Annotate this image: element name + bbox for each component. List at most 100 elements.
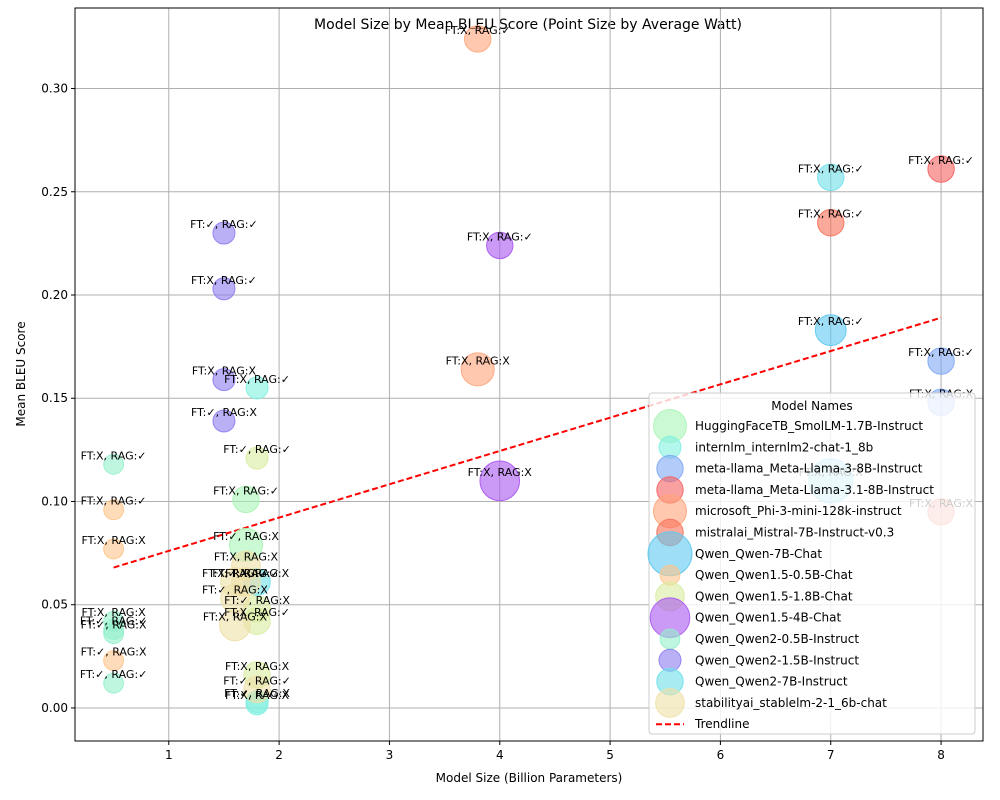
data-point-label: FT:✓, RAG:✓ (190, 218, 258, 231)
data-point (243, 675, 271, 704)
data-point-label: FT:✓, RAG:X (224, 687, 290, 700)
data-point-label: FT:X, RAG:✓ (467, 230, 533, 243)
y-tick-label: 0.25 (41, 185, 68, 199)
chart-title: Model Size by Mean BLEU Score (Point Siz… (314, 17, 742, 33)
data-point (479, 460, 521, 502)
legend-box (648, 392, 976, 735)
legend-entry-label: Qwen_Qwen2-0.5B-Instruct (695, 632, 859, 646)
y-tick-label: 0.30 (41, 82, 68, 96)
data-point (212, 277, 236, 301)
legend-marker (659, 628, 681, 650)
legend-entry-label: Qwen_Qwen1.5-4B-Chat (695, 611, 841, 625)
data-point (103, 672, 125, 694)
legend-entry-label: internlm_internlm2-chat-1_8b (695, 440, 873, 454)
data-point (463, 25, 492, 53)
legend-entry-label: mistralai_Mistral-7B-Instruct-v0.3 (695, 526, 894, 540)
legend-entry-label: Qwen_Qwen1.5-1.8B-Chat (695, 589, 853, 603)
legend-title: Model Names (771, 399, 853, 413)
trendline-layer (113, 316, 942, 569)
y-tick-label: 0.00 (41, 701, 68, 715)
data-point-label: FT:X, RAG:X (203, 610, 268, 623)
data-point (103, 453, 125, 475)
data-point-label: FT:✓, RAG:X (213, 530, 279, 543)
data-point (212, 368, 236, 392)
data-point (212, 409, 236, 433)
legend-entry-label: meta-llama_Meta-Llama-3.1-8B-Instruct (695, 483, 934, 497)
data-point (103, 623, 125, 645)
legend-entry-label: Qwen_Qwen1.5-0.5B-Chat (695, 568, 853, 582)
data-point (460, 352, 495, 387)
x-tick-label: 3 (386, 748, 394, 762)
y-axis-ticks: 0.00 0.05 0.10 0.15 0.20 0.25 0.30 (41, 82, 75, 715)
x-tick-label: 7 (827, 748, 835, 762)
y-tick-label: 0.05 (41, 598, 68, 612)
legend-marker (655, 688, 685, 718)
x-tick-label: 8 (937, 748, 945, 762)
y-axis-label: Mean BLEU Score (14, 321, 28, 426)
data-point (814, 314, 847, 347)
data-point-label: FT:✓, RAG:X (81, 645, 147, 658)
x-tick-label: 4 (496, 748, 504, 762)
data-point (219, 609, 251, 642)
x-tick-label: 2 (275, 748, 283, 762)
legend-entry-label: Qwen_Qwen2-1.5B-Instruct (695, 653, 859, 667)
legend-entry-label: microsoft_Phi-3-mini-128k-instruct (695, 504, 902, 518)
x-axis-ticks: 1 2 3 4 5 6 7 8 (165, 741, 945, 762)
data-point-label: FT:X, RAG:✓ (81, 449, 147, 462)
data-point-label: FT:X, RAG:X (468, 466, 533, 479)
data-point (103, 499, 125, 521)
legend-entry-label: Qwen_Qwen2-7B-Instruct (695, 675, 848, 689)
data-point-label: FT:✓, RAG:X (202, 584, 268, 597)
data-point (245, 446, 269, 470)
data-point-label: FT:X, RAG:✓ (908, 154, 974, 167)
data-point-label: FT:X, RAG:✓ (908, 346, 974, 359)
x-tick-label: 6 (717, 748, 725, 762)
data-point (486, 231, 514, 260)
data-point (232, 485, 260, 514)
data-point-label: FT:X, RAG:X (225, 689, 290, 702)
plot-frame (74, 7, 984, 742)
data-point-label: FT:✓, RAG:✓ (223, 443, 291, 456)
data-point-label: FT:X, RAG:X (225, 567, 290, 580)
x-tick-label: 5 (606, 748, 614, 762)
data-point-label: FT:X, RAG:X (82, 606, 147, 619)
x-tick-label: 1 (165, 748, 173, 762)
data-point-label: FT:X, RAG:✓ (191, 274, 257, 287)
data-point-label: FT:X, RAG:✓ (798, 315, 864, 328)
data-point-label: FT:X, RAG:X (225, 660, 290, 673)
data-point-label: FT:✓, RAG:X (224, 594, 290, 607)
data-point-label: FT:✓, RAG:✓ (223, 674, 291, 687)
y-tick-label: 0.20 (41, 288, 68, 302)
legend-entry-label: Qwen_Qwen-7B-Chat (695, 547, 822, 561)
data-point-label: FT:X, RAG:✓ (81, 495, 147, 508)
data-point-label: FT:X, RAG:X (82, 534, 147, 547)
data-point-label: FT:X, RAG:X (214, 550, 279, 563)
data-point (103, 538, 125, 560)
y-tick-label: 0.10 (41, 494, 68, 508)
data-point-label: FT:X, RAG:✓ (445, 24, 511, 37)
data-point (103, 650, 125, 671)
data-point (927, 347, 955, 375)
data-point-label: FT:X, RAG:✓ (798, 162, 864, 175)
legend-entry-label: meta-llama_Meta-Llama-3-8B-Instruct (695, 462, 923, 476)
data-point-label: FT:X, RAG:✓ (213, 484, 279, 497)
legend: Model Names HuggingFaceTB_SmolLM-1.7B-In… (647, 392, 976, 735)
legend-trendline-label: Trendline (694, 717, 750, 731)
trendline (113, 316, 942, 569)
legend-entry-label: HuggingFaceTB_SmolLM-1.7B-Instruct (695, 419, 923, 433)
data-point-label: FT:X, RAG:✓ (798, 208, 864, 221)
data-point-label: FT:✓, RAG:X (191, 406, 257, 419)
data-point-label: FT:X, RAG:X (446, 354, 511, 367)
data-point (927, 155, 955, 183)
data-point-label: FT:✓, RAG:✓ (212, 567, 280, 580)
data-point-label: FT:✓, RAG:✓ (80, 668, 148, 681)
data-point-label: FT:X, RAG:✓ (202, 567, 268, 580)
y-tick-label: 0.15 (41, 391, 68, 405)
data-point-label: FT:X, RAG:X (192, 365, 257, 378)
legend-entry-label: stabilityai_stablelm-2-1_6b-chat (695, 696, 887, 710)
data-point-label: FT:✓, RAG:✓ (80, 615, 148, 628)
data-point (817, 163, 845, 192)
data-point (245, 376, 269, 400)
data-point-label: FT:✓, RAG:X (81, 619, 147, 632)
